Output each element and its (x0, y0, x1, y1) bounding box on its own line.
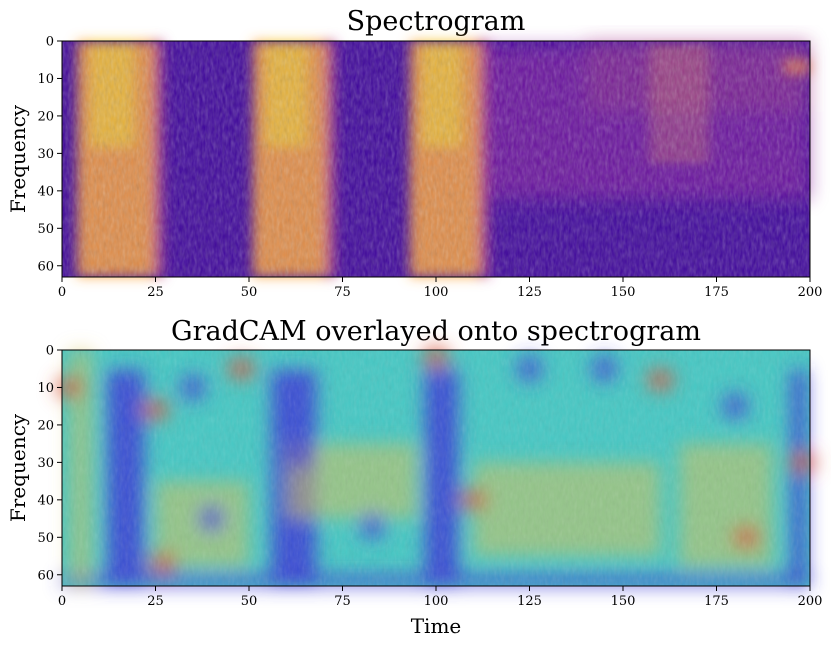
spectrogram-y-label: Frequency (6, 104, 30, 213)
y-tick-label: 40 (37, 493, 54, 508)
gradcam-panel: GradCAM overlayed onto spectrogram 0 25 50… (6, 316, 822, 638)
x-tick-label: 200 (798, 285, 823, 300)
x-tick-label: 0 (58, 285, 66, 300)
gradcam-image (55, 345, 817, 586)
x-tick-label: 75 (334, 594, 351, 609)
spectrogram-panel: Spectrogram 0 25 50 75 100 125 150 175 200 0 10 20… (6, 6, 822, 300)
x-tick-label: 75 (334, 285, 351, 300)
y-tick-label: 0 (46, 344, 54, 359)
x-tick-label: 25 (147, 285, 164, 300)
noise-texture (62, 41, 810, 277)
x-tick-label: 125 (517, 594, 542, 609)
x-tick-label: 150 (611, 594, 636, 609)
gradcam-x-ticks: 0 25 50 75 100 125 150 175 200 (58, 586, 823, 609)
gradcam-title: GradCAM overlayed onto spectrogram (171, 316, 701, 347)
gradcam-x-label: Time (411, 614, 462, 638)
gradcam-y-ticks: 0 10 20 30 40 50 60 (37, 344, 62, 583)
y-tick-label: 30 (37, 147, 54, 162)
gradcam-y-label: Frequency (6, 413, 30, 522)
y-tick-label: 20 (37, 109, 54, 124)
spectrogram-image (62, 41, 810, 277)
x-tick-label: 25 (147, 594, 164, 609)
x-tick-label: 200 (798, 594, 823, 609)
x-tick-label: 50 (241, 285, 258, 300)
y-tick-label: 30 (37, 456, 54, 471)
spectrogram-title: Spectrogram (347, 6, 526, 37)
spectrogram-y-ticks: 0 10 20 30 40 50 60 (37, 35, 62, 274)
y-tick-label: 50 (37, 222, 54, 237)
y-tick-label: 0 (46, 35, 54, 50)
x-tick-label: 100 (424, 285, 449, 300)
spectrogram-x-ticks: 0 25 50 75 100 125 150 175 200 (58, 277, 823, 300)
y-tick-label: 10 (37, 381, 54, 396)
x-tick-label: 0 (58, 594, 66, 609)
y-tick-label: 60 (37, 568, 54, 583)
y-tick-label: 40 (37, 184, 54, 199)
x-tick-label: 175 (704, 285, 729, 300)
y-tick-label: 50 (37, 531, 54, 546)
noise-texture (62, 350, 810, 586)
y-tick-label: 20 (37, 418, 54, 433)
x-tick-label: 125 (517, 285, 542, 300)
y-tick-label: 10 (37, 72, 54, 87)
x-tick-label: 100 (424, 594, 449, 609)
x-tick-label: 150 (611, 285, 636, 300)
x-tick-label: 50 (241, 594, 258, 609)
x-tick-label: 175 (704, 594, 729, 609)
y-tick-label: 60 (37, 259, 54, 274)
